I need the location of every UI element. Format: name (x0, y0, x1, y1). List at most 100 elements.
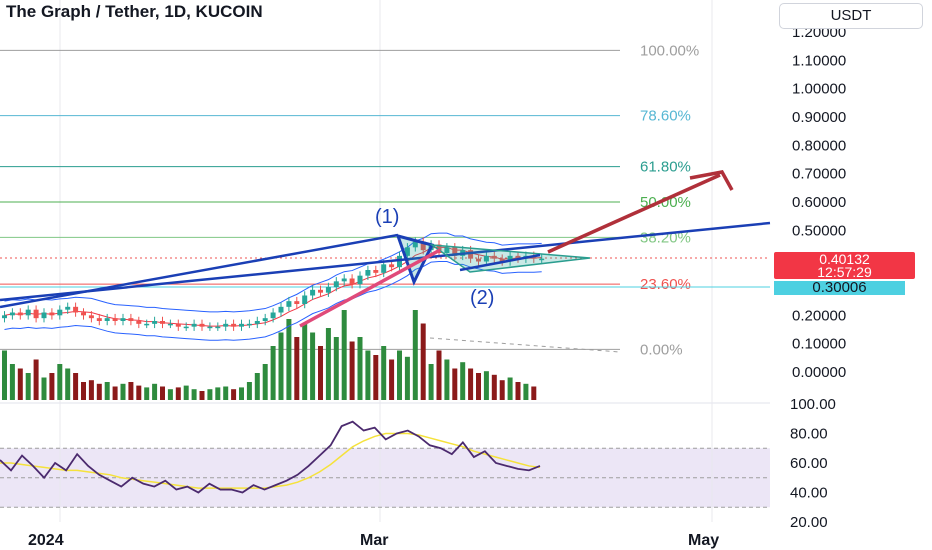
volume-bar (286, 319, 292, 400)
candle-body (199, 323, 205, 327)
volume-bar (278, 332, 284, 400)
fib-level-label: 0.00% (640, 341, 683, 358)
price-axis-label: 0.20000 (792, 307, 846, 324)
volume-bar (436, 350, 442, 400)
volume-bar (223, 386, 229, 400)
candle-body (389, 264, 395, 268)
rsi-axis-label: 100.00 (790, 396, 836, 413)
rsi-axis-label: 20.00 (790, 514, 828, 531)
candle-body (499, 258, 505, 262)
candle-body (373, 270, 379, 273)
currency-button[interactable]: USDT (779, 3, 923, 29)
candle-body (152, 321, 158, 324)
volume-bar (88, 380, 94, 400)
candle-body (33, 309, 39, 319)
candle-body (357, 275, 363, 285)
price-axis-label: 0.50000 (792, 222, 846, 239)
candle-body (144, 323, 150, 326)
candle-body (25, 309, 31, 316)
volume-bar (381, 346, 387, 400)
candle-body (381, 264, 387, 273)
candle-body (17, 312, 23, 316)
candle-body (112, 318, 118, 321)
candle-body (397, 255, 402, 268)
price-axis-label: 0.00000 (792, 364, 846, 381)
candle-body (81, 312, 86, 316)
volume-bar (333, 337, 339, 400)
candle-body (215, 326, 221, 329)
price-axis-label: 0.70000 (792, 166, 846, 183)
price-axis-label: 1.00000 (792, 81, 846, 98)
volume-bar (468, 368, 474, 400)
wave-label-1: (1) (375, 206, 399, 228)
price-axis-label: 0.80000 (792, 137, 846, 154)
price-axis[interactable]: 1.200001.100001.000000.900000.800000.700… (792, 24, 846, 381)
candle-body (160, 321, 165, 324)
price-axis-label: 0.60000 (792, 194, 846, 211)
volume-bar (120, 383, 126, 400)
volume-bar (144, 387, 150, 400)
candle-body (294, 301, 300, 304)
volume-bar (349, 341, 355, 400)
volume-bar (49, 373, 55, 400)
candle-body (262, 318, 268, 321)
volume-bar (231, 389, 237, 400)
rising-trendline (0, 221, 771, 302)
candle-body (175, 323, 181, 327)
candle-body (239, 323, 244, 327)
candle-body (483, 255, 489, 262)
candle-body (452, 247, 458, 256)
volume-bar (183, 385, 189, 400)
fibonacci-levels: 100.00%78.60%61.80%50.00%38.20%23.60%0.0… (0, 42, 770, 358)
candle-body (223, 323, 229, 327)
candle-body (9, 312, 15, 316)
candle-body (310, 289, 316, 296)
candle-body (365, 270, 371, 276)
candle-body (468, 250, 474, 259)
volume-bar (294, 337, 300, 400)
candle-body (515, 255, 521, 259)
volume-bar (73, 373, 79, 400)
volume-bar (310, 332, 316, 400)
volume-bar (476, 373, 481, 400)
price-axis-label: 0.10000 (792, 336, 846, 353)
dashed-projection (429, 337, 621, 353)
candle-body (539, 258, 545, 261)
rsi-axis[interactable]: 100.00 80.00 60.00 40.00 20.00 (790, 396, 836, 531)
fib-level-label: 61.80% (640, 159, 691, 176)
candle-body (120, 318, 126, 321)
volume-bar (404, 356, 410, 400)
rsi-axis-label: 40.00 (790, 485, 828, 502)
bollinger-lower (4, 261, 542, 341)
volume-bar (81, 382, 86, 400)
volume-bar (452, 368, 458, 400)
candle-body (128, 318, 134, 321)
candle-body (444, 247, 450, 253)
candle-body (270, 312, 276, 319)
volume-bar (65, 368, 71, 400)
volume-bar (160, 386, 165, 400)
volume-bar (17, 368, 23, 400)
volume-bar (389, 359, 395, 400)
bollinger-upper (4, 232, 542, 313)
last-price: 0.40132 (819, 251, 870, 267)
time-axis-label: 2024 (28, 532, 64, 549)
candle-body (49, 312, 55, 316)
volume-bar (357, 337, 363, 400)
candle-body (246, 323, 252, 326)
volume-bar (96, 383, 102, 400)
volume-bar (523, 383, 529, 400)
candle-body (191, 323, 197, 327)
candle-body (302, 295, 308, 304)
time-axis[interactable]: 2024 Mar May (28, 532, 719, 549)
candle-body (65, 306, 71, 310)
volume-bar (207, 389, 213, 400)
last-price-tag: 0.40132 12:57:29 (774, 252, 915, 279)
candle-body (476, 258, 481, 262)
volume-bar (491, 374, 497, 400)
volume-bar (246, 382, 252, 400)
candle-body (507, 255, 513, 262)
level-price-tag: 0.30006 (774, 280, 905, 295)
volume-bar (270, 346, 276, 400)
volume-bar (57, 364, 63, 400)
